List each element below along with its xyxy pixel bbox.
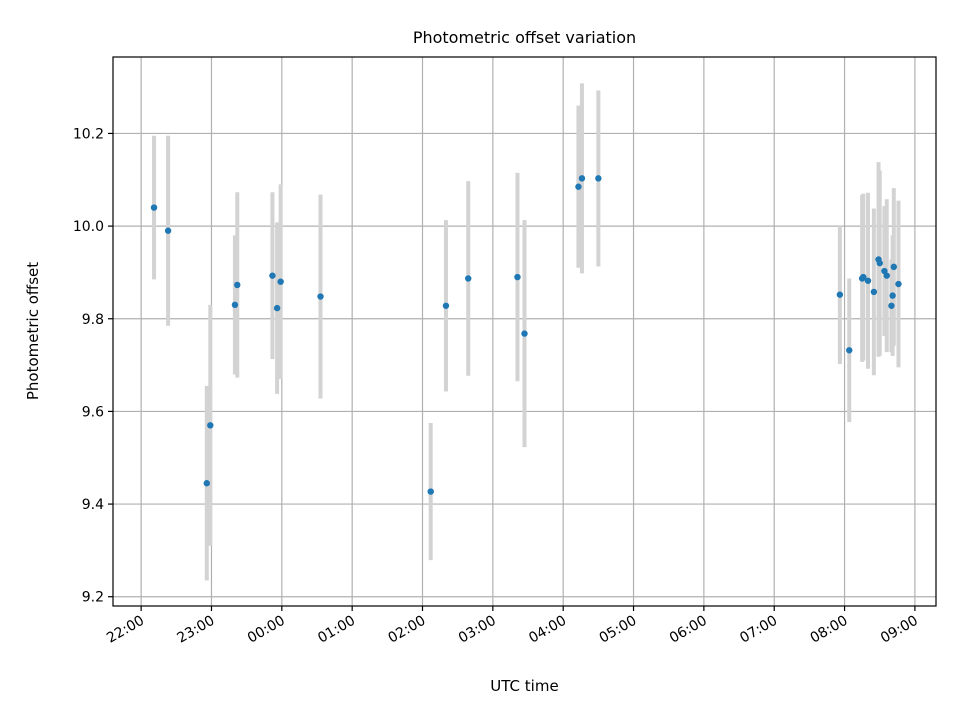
data-point: [442, 302, 450, 309]
x-tick-label: 01:00: [315, 613, 358, 647]
data-point: [889, 292, 896, 299]
y-tick-label: 9.6: [82, 404, 104, 420]
x-tick-label: 03:00: [456, 613, 499, 647]
data-point: [203, 480, 210, 487]
data-point: [207, 422, 214, 429]
y-axis-label: Photometric offset: [24, 262, 42, 400]
data-point: [465, 275, 472, 282]
x-tick-label: 04:00: [526, 613, 569, 647]
data-point: [231, 301, 239, 309]
x-tick-label: 22:00: [104, 613, 147, 647]
data-point: [836, 291, 844, 298]
x-tick-label: 09:00: [878, 613, 921, 647]
data-point: [269, 272, 276, 279]
data-point: [876, 259, 883, 267]
data-point: [578, 175, 586, 182]
data-point: [234, 281, 241, 289]
y-tick-label: 10.2: [73, 126, 104, 142]
data-point: [895, 280, 902, 288]
data-point: [575, 183, 582, 190]
data-point: [514, 273, 521, 281]
y-tick-label: 9.4: [82, 497, 104, 513]
data-point: [888, 302, 895, 309]
data-point: [317, 293, 324, 300]
data-point: [870, 288, 878, 296]
y-axis-ticks: 9.2 9.4 9.6 9.8 10.0 10.2: [73, 126, 113, 606]
data-points: [150, 175, 902, 495]
y-tick-label: 9.8: [82, 312, 104, 328]
x-tick-label: 00:00: [245, 613, 288, 647]
x-tick-label: 05:00: [597, 613, 640, 647]
data-point: [846, 347, 853, 354]
data-point: [164, 227, 172, 234]
y-tick-label: 9.2: [82, 590, 104, 606]
x-tick-label: 06:00: [667, 613, 710, 647]
chart-title: Photometric offset variation: [413, 28, 636, 47]
data-point: [273, 304, 281, 312]
data-point: [864, 277, 872, 284]
data-point: [150, 204, 158, 211]
y-tick-label: 10.0: [73, 219, 104, 235]
data-point: [595, 175, 602, 182]
x-tick-label: 07:00: [737, 613, 780, 647]
x-tick-label: 08:00: [808, 613, 851, 647]
data-point: [277, 278, 284, 285]
data-point: [890, 263, 897, 271]
data-point: [860, 273, 867, 281]
plot-frame: [112, 56, 937, 607]
x-axis-ticks: 22:00 23:00 00:00 01:00 02:00 03:00 04:00 05:00…: [104, 606, 921, 647]
x-axis-label: UTC time: [490, 677, 558, 695]
data-point: [521, 330, 528, 337]
x-tick-label: 23:00: [175, 613, 218, 647]
data-point: [427, 488, 434, 495]
x-tick-label: 02:00: [386, 613, 429, 647]
data-point: [883, 272, 890, 279]
